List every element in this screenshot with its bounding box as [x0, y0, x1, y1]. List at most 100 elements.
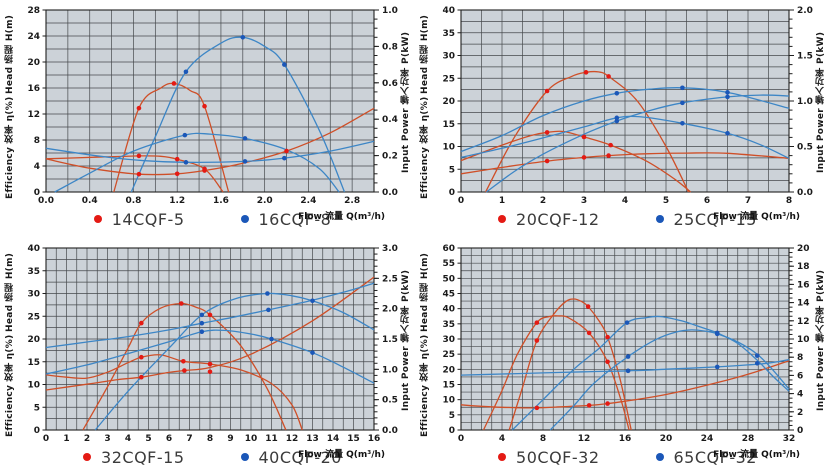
svg-text:0: 0	[449, 188, 455, 198]
data-points-25CQF-15-efficiency	[614, 94, 730, 124]
data-point	[199, 312, 205, 318]
svg-text:8: 8	[207, 434, 213, 443]
svg-text:0.8: 0.8	[382, 42, 398, 52]
svg-text:9: 9	[227, 434, 233, 443]
legend-item: 16CQF-8	[240, 210, 332, 229]
svg-text:0.5: 0.5	[382, 396, 398, 406]
data-point	[725, 90, 730, 95]
left-axis-title-efficiency: Efficiency 效率 η(%)	[420, 334, 430, 438]
data-points-25CQF-15-power	[614, 85, 730, 96]
svg-text:5: 5	[145, 434, 151, 443]
data-points-14CQF-5-efficiency	[136, 81, 207, 111]
data-point	[606, 74, 611, 79]
svg-text:35: 35	[27, 267, 40, 277]
data-point	[242, 159, 248, 164]
data-point	[605, 359, 610, 365]
data-point	[139, 354, 144, 360]
x-axis-title: Flow 流量 Q(m³/h)	[713, 212, 800, 222]
data-point	[534, 320, 540, 325]
curve-40CQF-20-efficiency	[94, 292, 375, 431]
svg-text:2.5: 2.5	[382, 274, 398, 284]
svg-text:1.2: 1.2	[169, 196, 185, 205]
svg-text:1.5: 1.5	[797, 52, 813, 62]
data-points-20CQF-12-head	[544, 130, 613, 148]
data-points-16CQF-8-power	[183, 155, 287, 165]
legend-marker-red-dot	[498, 453, 507, 461]
svg-text:60: 60	[442, 244, 455, 254]
svg-text:12: 12	[286, 434, 299, 443]
axis-ticks	[42, 247, 379, 431]
svg-text:1: 1	[499, 196, 505, 205]
curve-20CQF-12-efficiency	[485, 70, 690, 193]
data-point	[534, 338, 540, 343]
svg-text:15: 15	[347, 434, 360, 443]
right-axis-title-power: Input Power 输入功率 P(kW)	[816, 31, 826, 173]
svg-text:35: 35	[442, 320, 455, 330]
legend-label: 25CQF-15	[673, 209, 757, 229]
svg-text:3: 3	[104, 434, 110, 443]
panel-top-left: 0.0 0.4 0.8 1.2 1.6 2.0 2.4 2.8 0 4 8 12 16 20 24 28 0.0…	[0, 0, 415, 237]
data-points-14CQF-5-power	[136, 148, 289, 177]
curve-16CQF-8-head	[54, 132, 340, 193]
svg-text:25: 25	[442, 74, 455, 84]
svg-text:20: 20	[27, 335, 40, 345]
legend-marker-blue-dot	[655, 453, 664, 461]
svg-text:3.0: 3.0	[382, 244, 398, 254]
svg-text:10: 10	[245, 434, 258, 443]
data-point	[608, 142, 613, 148]
data-point	[282, 62, 287, 67]
data-point	[754, 360, 760, 366]
svg-text:28: 28	[742, 434, 755, 443]
data-point	[583, 70, 589, 75]
svg-text:8: 8	[797, 353, 803, 363]
data-point	[605, 334, 610, 340]
svg-text:45: 45	[442, 290, 455, 300]
svg-text:15: 15	[442, 381, 455, 391]
legend-marker-blue-dot	[240, 215, 249, 223]
legend-item: 20CQF-12	[498, 210, 599, 229]
data-points-20CQF-12-efficiency	[544, 70, 611, 94]
legend-marker-red-dot	[93, 215, 102, 223]
curve-40CQF-20-power	[45, 282, 375, 349]
svg-text:3: 3	[581, 196, 587, 205]
legend-row: 50CQF-32 65CQF-32 Flow 流量 Q(m³/h)	[455, 443, 800, 471]
svg-text:4: 4	[125, 434, 131, 443]
tick-labels: 0 4 8 12 16 20 24 28 320510152025303540455055600…	[442, 244, 809, 443]
svg-text:2.0: 2.0	[257, 196, 273, 205]
left-axis-title-head: Head 扬程 H(m)	[5, 252, 15, 332]
data-point	[242, 136, 248, 141]
data-point	[614, 90, 620, 96]
svg-text:12: 12	[27, 110, 40, 120]
left-axis-title-efficiency: Efficiency 效率 η(%)	[5, 96, 15, 200]
data-point	[284, 148, 289, 154]
tick-labels: 0 1 2 3 4 5 6 7 8 9 10 11 12 13 14 15 160510152025303540…	[27, 244, 397, 443]
svg-text:16: 16	[797, 280, 810, 290]
data-point	[240, 35, 246, 40]
left-axis-title-head: Head 扬程 H(m)	[420, 14, 430, 94]
svg-text:0: 0	[43, 434, 49, 443]
data-point	[624, 320, 630, 325]
svg-text:20: 20	[660, 434, 673, 443]
curve-20CQF-12-head	[460, 130, 692, 193]
chart-20CQF-12-25CQF-15: 0 1 2 3 4 5 6 7 8 0 5 10 15 20 25 30 35 40 0.0 0.5 1.0 1.5 2.0	[442, 6, 813, 205]
legend: 32CQF-15 40CQF-20	[40, 448, 385, 467]
svg-text:0.4: 0.4	[382, 115, 398, 125]
svg-text:14: 14	[797, 299, 810, 309]
left-axis-title-head: Head 扬程 H(m)	[5, 14, 15, 94]
svg-text:40: 40	[27, 244, 40, 254]
svg-text:0: 0	[797, 426, 803, 436]
svg-text:5: 5	[663, 196, 669, 205]
svg-text:0.0: 0.0	[797, 188, 813, 198]
data-points-32CQF-15-head	[139, 354, 213, 367]
data-points-50CQF-32-power	[534, 401, 610, 411]
axis-ticks	[42, 9, 379, 193]
svg-text:0.0: 0.0	[382, 426, 398, 436]
data-point	[136, 153, 142, 159]
svg-text:1.6: 1.6	[213, 196, 229, 205]
data-point	[581, 134, 587, 140]
legend-item: 25CQF-15	[655, 209, 757, 229]
chart-14CQF-5-16CQF-8: 0.0 0.4 0.8 1.2 1.6 2.0 2.4 2.8 0 4 8 12 16 20 24 28 0.0…	[27, 6, 398, 205]
svg-text:35: 35	[442, 29, 455, 39]
svg-text:7: 7	[745, 196, 751, 205]
data-point	[266, 307, 271, 313]
